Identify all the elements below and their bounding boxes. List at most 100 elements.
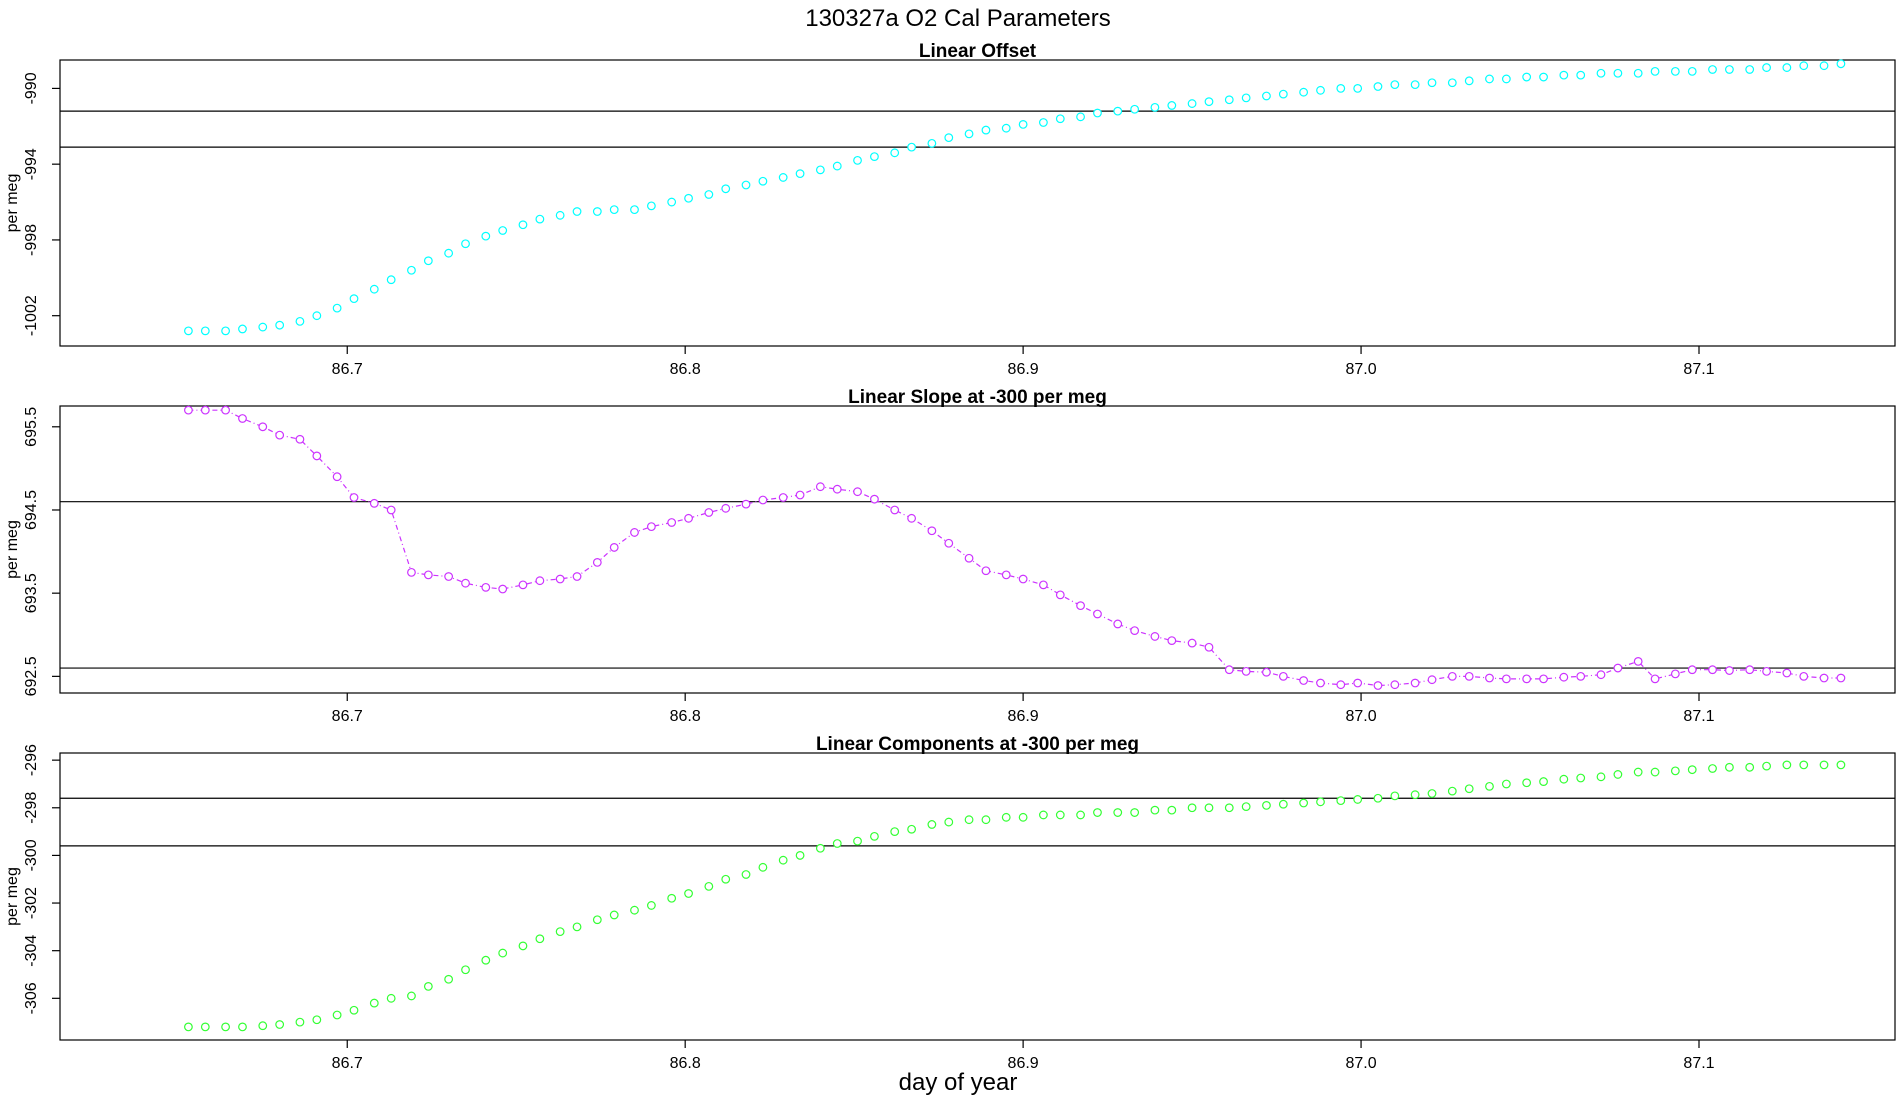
data-points [184,405,1846,690]
data-point [332,1010,342,1020]
data-point [1076,601,1085,611]
data-point [1187,803,1197,813]
data-point [407,567,416,577]
data-point [1001,123,1011,133]
data-point [1410,678,1420,688]
y-tick-label: -296 [23,744,40,776]
data-point [481,231,491,241]
data-point [498,226,508,235]
data-point [1762,666,1771,676]
data-point [1076,810,1085,820]
chart-panel-2: Linear Slope at -300 per meg 86.7 86.8 86.9… [4,387,1896,725]
data-point [1113,808,1123,817]
data-point [312,311,322,321]
panel-title: Linear Components at -300 per meg [816,734,1139,755]
data-point [1336,680,1346,690]
data-point [1241,93,1251,103]
data-point [815,843,825,853]
x-tick-label: 86.7 [332,708,363,725]
data-point [646,201,656,211]
data-point [721,503,731,513]
y-axis: -990 -994 -998 -1002 [23,72,60,336]
data-point [870,831,879,841]
data-point [1447,78,1457,88]
data-point [795,851,805,860]
data-point [1650,767,1660,777]
data-point [200,326,210,336]
data-point [721,184,731,194]
data-point [1390,80,1400,90]
data-point [275,1020,285,1029]
y-tick-label: -1002 [23,295,40,336]
data-point [1485,74,1494,84]
data-point [1241,802,1251,811]
data-point [386,993,396,1003]
data-point [518,941,528,951]
x-tick-label: 86.9 [1008,708,1039,725]
x-axis-label: day of year [899,1069,1018,1096]
data-point [1299,676,1309,685]
data-point [684,889,693,898]
data-point [1093,108,1102,118]
y-axis-label: per meg [4,520,21,579]
data-point [572,207,582,216]
data-point [518,580,528,590]
data-point [964,553,974,563]
y-tick-label: 692.5 [23,656,40,696]
data-point [1262,667,1271,677]
y-tick-label: 695.5 [23,407,40,447]
data-point [349,294,359,304]
data-point [1076,112,1085,122]
data-point [1373,681,1383,690]
data-point [423,256,433,266]
data-point [1836,760,1846,770]
data-point [1130,626,1140,636]
data-point [758,495,768,505]
data-point [907,142,917,152]
data-point [555,927,565,937]
data-point [741,180,751,190]
data-point [386,505,396,515]
data-point [1464,671,1474,681]
data-point [1464,76,1474,86]
data-point [1316,797,1325,807]
data-point [1670,766,1680,776]
data-point [981,125,991,135]
data-point [684,193,693,203]
data-point [555,574,565,584]
data-point [758,862,768,872]
data-point [890,505,900,515]
data-point [1633,767,1643,777]
data-point [1819,61,1829,71]
data-point [221,326,230,336]
x-tick-label: 87.0 [1345,1055,1376,1072]
data-point [853,155,862,165]
data-point [1522,674,1532,684]
data-point [1799,760,1809,770]
data-point [1018,574,1028,584]
data-point [1799,61,1809,71]
data-point [1613,68,1623,78]
data-point [927,138,937,148]
data-point [704,190,714,199]
data-point [369,498,379,508]
data-point [1687,765,1697,775]
data-point [1353,795,1363,804]
y-axis-label: per meg [4,174,21,233]
data-point [535,576,545,586]
x-tick-label: 86.9 [1008,361,1039,378]
data-point [890,148,900,158]
x-axis: 86.7 86.8 86.9 87.0 87.1 [332,346,1715,378]
data-point [609,205,619,215]
data-point [870,494,879,504]
data-point [481,582,491,592]
data-point [1278,89,1288,99]
y-tick-label: -994 [23,148,40,180]
data-point [853,487,862,497]
data-point [1819,760,1829,770]
data-point [1373,82,1383,91]
data-point [221,405,230,415]
data-point [386,275,396,285]
x-tick-label: 86.7 [332,1055,363,1072]
